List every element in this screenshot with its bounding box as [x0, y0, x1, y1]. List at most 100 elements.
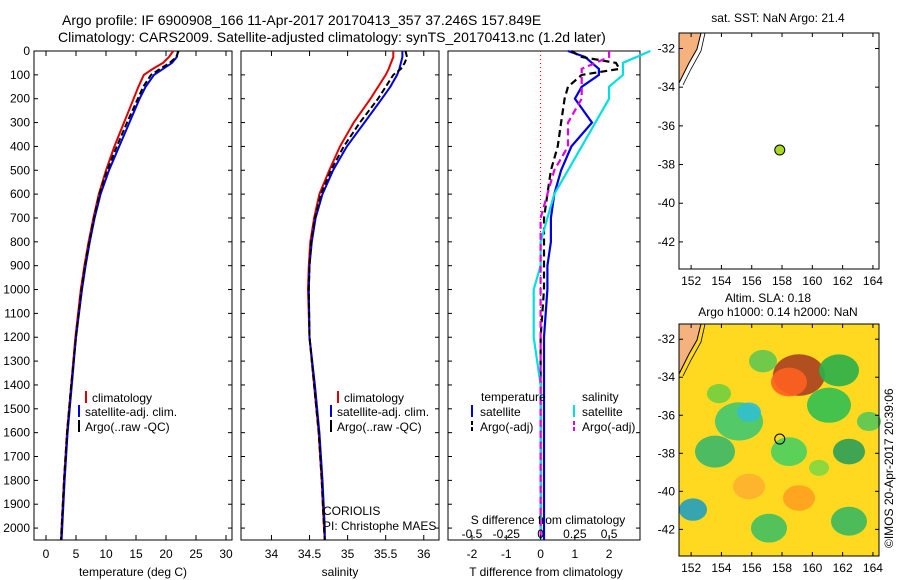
s-tick-label: 0.25: [563, 527, 587, 541]
y-tick-label: 1300: [3, 354, 30, 368]
y-tick-label: -42: [658, 522, 676, 536]
legend-argo-label: Argo(..raw -QC): [85, 420, 170, 434]
depth-contour: [682, 32, 706, 86]
legend-temperature-heading: temperature: [481, 390, 546, 404]
x-tick-label: 160: [802, 561, 822, 575]
temperature-xlabel: temperature (deg C): [79, 565, 187, 579]
y-tick-label: 800: [10, 235, 30, 249]
legend-t-satellite-label: satellite: [480, 405, 521, 419]
series-line-temperature-argo-adj-: [539, 50, 622, 540]
series-line-salinity-satellite: [532, 49, 651, 540]
x-tick-label: 152: [681, 561, 701, 575]
sla-anomaly-blob: [749, 349, 777, 373]
legend-t-argo-label: Argo(-adj): [480, 420, 533, 434]
x-tick-label: 0: [537, 547, 544, 561]
x-tick-label: -1: [501, 547, 512, 561]
float-position-marker: [774, 433, 786, 445]
y-tick-label: -38: [658, 446, 676, 460]
t-difference-xlabel: T difference from climatology: [469, 565, 623, 579]
y-tick-label: -32: [658, 41, 676, 55]
temperature-legend: climatology satellite-adj. clim. Argo(..…: [78, 391, 177, 434]
depth-contour: [682, 323, 706, 377]
sla-map-frame: [678, 323, 880, 557]
y-tick-label: -40: [658, 484, 676, 498]
y-tick-label: -36: [658, 119, 676, 133]
legend-climatology-label: climatology: [344, 391, 404, 405]
sla-map-title-line2: Argo h1000: 0.14 h2000: NaN: [698, 305, 857, 319]
sla-anomaly-blob: [857, 411, 881, 432]
x-tick-label: 154: [711, 274, 731, 288]
y-tick-label: -42: [658, 235, 676, 249]
x-tick-label: 162: [833, 561, 853, 575]
sla-anomaly-blob: [751, 513, 787, 543]
x-tick-label: 10: [99, 547, 113, 561]
series-line-argo-raw-qc-: [60, 50, 180, 541]
x-tick-label: 158: [772, 274, 792, 288]
y-tick-label: 1600: [3, 426, 30, 440]
y-tick-label: 1700: [3, 450, 30, 464]
y-tick-label: -40: [658, 196, 676, 210]
salinity-plot: 34 34.5 35 35.5 36: [241, 50, 439, 561]
x-tick-label: 156: [742, 561, 762, 575]
x-tick-label: 156: [742, 274, 762, 288]
series-line-temperature-satellite: [542, 49, 601, 540]
sst-map: 152 154 156 158 160 162 164 -32 -34 -36 -38 -40 -42: [658, 32, 883, 288]
s-tick-label: 0: [537, 527, 544, 541]
salinity-xlabel: salinity: [322, 565, 359, 579]
y-tick-label: 300: [10, 116, 30, 130]
pi-annotation: PI: Christophe MAES: [323, 519, 436, 533]
sla-anomaly-blob: [809, 459, 829, 476]
legend-argo-label: Argo(..raw -QC): [337, 420, 422, 434]
sla-map-title-line1: Altim. SLA: 0.18: [725, 291, 811, 305]
plot-title-line1: Argo profile: IF 6900908_166 11-Apr-2017…: [62, 12, 542, 28]
y-tick-label: -32: [658, 332, 676, 346]
salinity-panel-frame: [240, 50, 440, 541]
x-tick-label: 34.5: [298, 547, 322, 561]
legend-s-argo-label: Argo(-adj): [582, 420, 635, 434]
imos-credit: ©IMOS 20-Apr-2017 20:39:06: [882, 388, 896, 548]
s-difference-xlabel: S difference from climatology: [471, 513, 626, 527]
x-tick-label: 25: [189, 547, 203, 561]
s-tick-label: 0.5: [601, 527, 618, 541]
x-tick-label: 5: [73, 547, 80, 561]
series-line-salinity-argo-adj-: [539, 51, 611, 540]
legend-salinity-heading: salinity: [582, 390, 619, 404]
x-tick-label: 0: [43, 547, 50, 561]
y-tick-label: -34: [658, 370, 676, 384]
series-line-argo-raw-qc-: [307, 50, 409, 541]
legend-climatology-label: climatology: [92, 391, 152, 405]
s-tick-label: -0.5: [462, 527, 483, 541]
temperature-panel-frame: [33, 50, 233, 541]
x-tick-label: 152: [681, 274, 701, 288]
y-tick-label: 1800: [3, 473, 30, 487]
y-tick-label: 100: [10, 68, 30, 82]
x-tick-label: 154: [711, 561, 731, 575]
sla-anomaly-blob: [783, 485, 815, 511]
y-tick-label: 1200: [3, 330, 30, 344]
difference-plot: -2 -1 0 1 2 -0.5 -0.25 0 0.25 0.5: [448, 49, 651, 561]
sla-anomaly-blob: [771, 367, 807, 397]
y-tick-label: 1900: [3, 497, 30, 511]
y-tick-label: 600: [10, 187, 30, 201]
difference-legend: temperature satellite Argo(-adj) salinit…: [471, 390, 635, 434]
sla-anomaly-blob: [833, 438, 865, 465]
y-tick-label: 1000: [3, 283, 30, 297]
x-tick-label: 34: [265, 547, 279, 561]
x-tick-label: 30: [219, 547, 233, 561]
x-tick-label: 35: [341, 547, 355, 561]
x-tick-label: 20: [159, 547, 173, 561]
sla-anomaly-blob: [807, 387, 851, 423]
sla-anomaly-blob: [733, 473, 765, 500]
legend-s-satellite-label: satellite: [582, 405, 623, 419]
x-tick-label: -2: [467, 547, 478, 561]
y-tick-label: 1100: [4, 306, 30, 320]
plot-title-line2: Climatology: CARS2009. Satellite-adjuste…: [58, 29, 606, 45]
y-tick-label: 1500: [3, 402, 30, 416]
y-tick-label: 900: [10, 259, 30, 273]
y-tick-label: 200: [10, 92, 30, 106]
y-tick-label: 1400: [3, 378, 30, 392]
coriolis-annotation: CORIOLIS: [323, 504, 380, 518]
x-tick-label: 35.5: [374, 547, 398, 561]
legend-satellite-label: satellite-adj. clim.: [337, 405, 429, 419]
sla-anomaly-blob: [771, 437, 807, 466]
